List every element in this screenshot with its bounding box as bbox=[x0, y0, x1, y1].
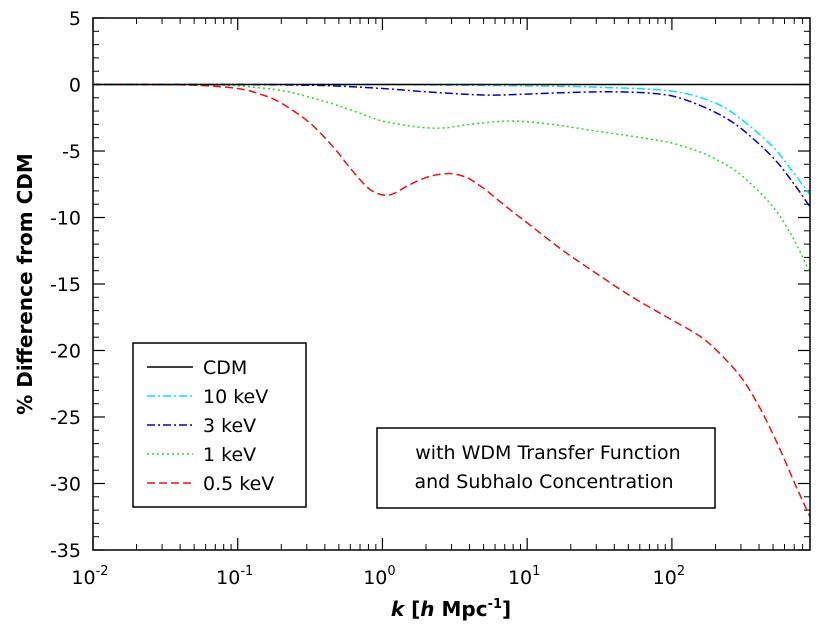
series-line-3-kev bbox=[92, 83, 811, 208]
annotation-box: with WDM Transfer Function and Subhalo C… bbox=[376, 427, 716, 509]
series-line-10-kev bbox=[92, 83, 811, 196]
y-tick-label: -10 bbox=[50, 208, 81, 230]
series-line-0.5-kev bbox=[92, 83, 811, 518]
legend-label: 0.5 keV bbox=[203, 473, 274, 495]
x-tick-label: 102 bbox=[653, 564, 685, 589]
y-tick-label: -35 bbox=[50, 540, 81, 562]
x-axis-title: k [h Mpc-1] bbox=[391, 597, 511, 621]
x-tick-label: 10-1 bbox=[216, 564, 253, 589]
y-tick-label: 0 bbox=[69, 75, 81, 97]
annotation-line-1: with WDM Transfer Function bbox=[415, 442, 680, 464]
legend-label: CDM bbox=[203, 357, 247, 379]
y-axis-title: % Difference from CDM bbox=[13, 153, 37, 415]
annotation-line-2: and Subhalo Concentration bbox=[415, 471, 674, 493]
legend-label: 1 keV bbox=[203, 444, 256, 466]
y-tick-label: -5 bbox=[62, 141, 81, 163]
series-layer bbox=[92, 83, 811, 518]
y-tick-label: -15 bbox=[50, 274, 81, 296]
annotation-frame bbox=[376, 427, 716, 509]
legend-label: 10 keV bbox=[203, 386, 268, 408]
x-tick-label: 100 bbox=[363, 564, 395, 589]
y-tick-label: -20 bbox=[50, 341, 81, 363]
plot-frame bbox=[92, 17, 811, 551]
y-tick-label: -30 bbox=[50, 474, 81, 496]
legend: CDM 10 keV 3 keV 1 keV 0.5 keV bbox=[132, 342, 307, 508]
y-tick-label: -25 bbox=[50, 407, 81, 429]
x-tick-label: 101 bbox=[508, 564, 540, 589]
series-line-1-kev bbox=[92, 83, 811, 274]
x-tick-label: 10-2 bbox=[71, 564, 108, 589]
legend-box bbox=[132, 342, 307, 508]
legend-label: 3 keV bbox=[203, 415, 256, 437]
y-tick-label: 5 bbox=[69, 8, 81, 30]
